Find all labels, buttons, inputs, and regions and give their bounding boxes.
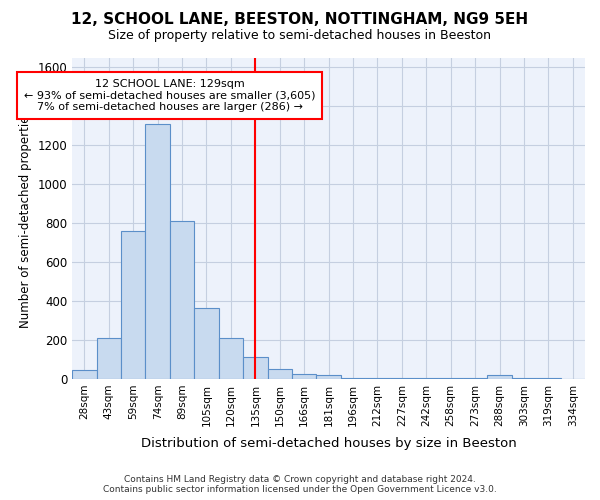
Bar — [341, 378, 365, 379]
Bar — [194, 308, 218, 379]
Bar — [292, 374, 316, 379]
Bar — [218, 338, 243, 379]
Text: Size of property relative to semi-detached houses in Beeston: Size of property relative to semi-detach… — [109, 29, 491, 42]
X-axis label: Distribution of semi-detached houses by size in Beeston: Distribution of semi-detached houses by … — [141, 437, 517, 450]
Bar — [243, 358, 268, 379]
Text: 12, SCHOOL LANE, BEESTON, NOTTINGHAM, NG9 5EH: 12, SCHOOL LANE, BEESTON, NOTTINGHAM, NG… — [71, 12, 529, 28]
Bar — [268, 369, 292, 379]
Bar — [72, 370, 97, 379]
Bar — [121, 231, 145, 379]
Bar — [414, 378, 439, 379]
Bar — [487, 375, 512, 379]
Bar — [439, 378, 463, 379]
Bar — [389, 378, 414, 379]
Y-axis label: Number of semi-detached properties: Number of semi-detached properties — [19, 109, 32, 328]
Bar — [463, 378, 487, 379]
Bar — [512, 378, 536, 379]
Text: Contains HM Land Registry data © Crown copyright and database right 2024.
Contai: Contains HM Land Registry data © Crown c… — [103, 474, 497, 494]
Bar — [536, 378, 560, 379]
Bar — [316, 375, 341, 379]
Bar — [145, 124, 170, 379]
Bar — [170, 221, 194, 379]
Text: 12 SCHOOL LANE: 129sqm
← 93% of semi-detached houses are smaller (3,605)
7% of s: 12 SCHOOL LANE: 129sqm ← 93% of semi-det… — [24, 79, 316, 112]
Bar — [97, 338, 121, 379]
Bar — [365, 378, 389, 379]
